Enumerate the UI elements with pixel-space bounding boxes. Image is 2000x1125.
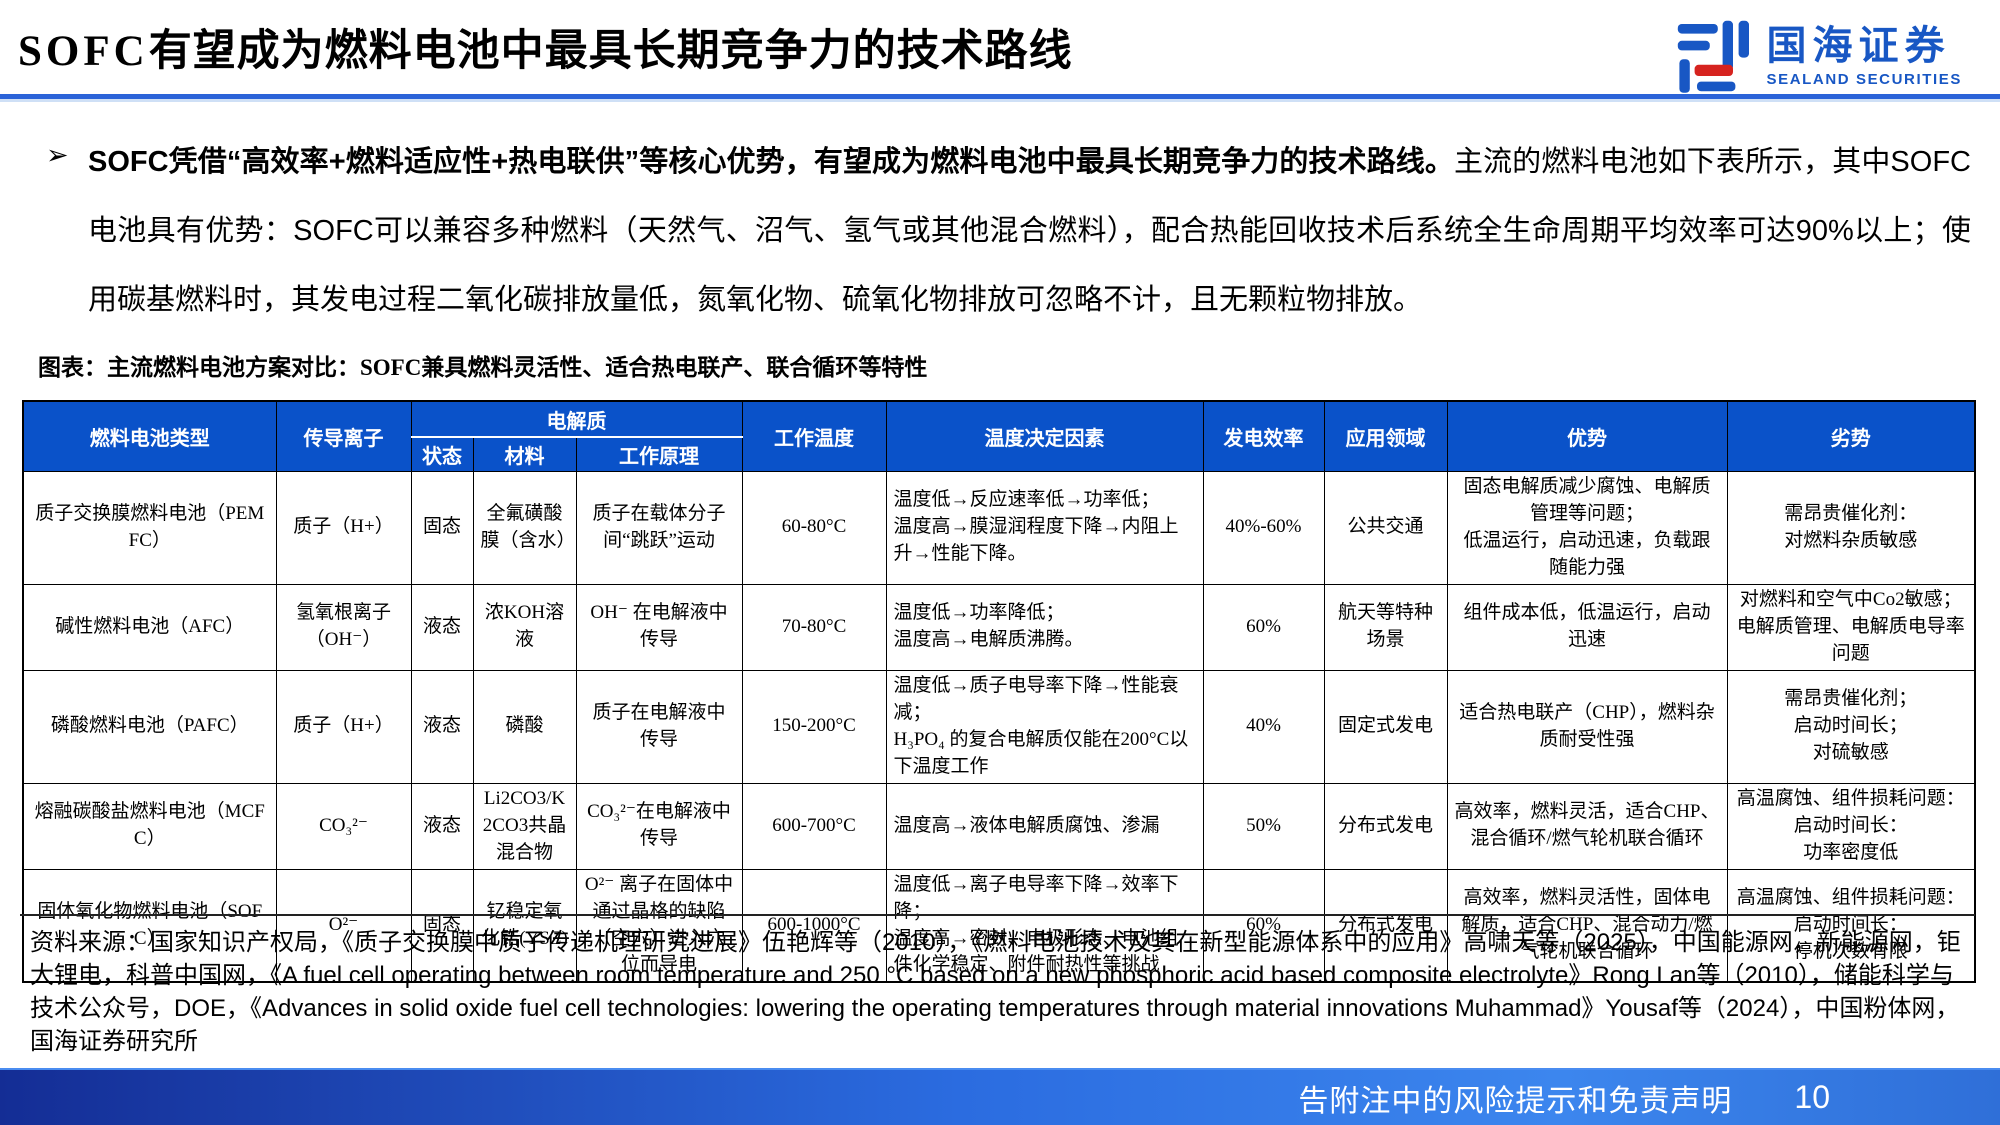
table-cell: 磷酸	[472, 669, 577, 784]
table-cell: 需昂贵催化剂； 启动时间长； 对硫敏感	[1726, 669, 1976, 784]
table-cell: 钇稳定氧化锆(YSZ)	[472, 868, 577, 983]
header-cell-material: 材料	[472, 436, 577, 472]
table-row: 碱性燃料电池（AFC） 氢氧根离子（OH⁻） 液态 浓KOH溶液 OH⁻ 在电解液中传导…	[22, 583, 1976, 671]
table-cell: 全氟磺酸膜（含水）	[472, 471, 577, 585]
table-row: 熔融碳酸盐燃料电池（MCFC） CO₃²⁻ 液态 Li2CO3/K2CO3共晶混合物 C…	[22, 782, 1976, 870]
table-cell: 温度低→功率降低； 温度高→电解质沸腾。	[885, 583, 1204, 671]
header-cell-temp-factor: 温度决定因素	[885, 400, 1204, 472]
table-cell: 固定式发电	[1323, 669, 1448, 784]
table-cell: CO₃²⁻	[275, 782, 412, 870]
header-cell-pros: 优势	[1446, 400, 1728, 472]
table-cell: 需昂贵催化剂： 对燃料杂质敏感	[1726, 471, 1976, 585]
table-cell: 组件成本低，低温运行，启动迅速	[1446, 583, 1728, 671]
footer-disclaimer: 告附注中的风险提示和免责声明	[1298, 1084, 1733, 1118]
header-cell-state: 状态	[410, 436, 474, 472]
bullet-arrow-icon: ➢	[46, 140, 69, 170]
table-cell: 温度低→质子电导率下降→性能衰减； H₃PO₄ 的复合电解质仅能在200°C以下…	[885, 669, 1204, 784]
table-cell: 液态	[410, 583, 474, 671]
table-cell: OH⁻ 在电解液中传导	[575, 583, 743, 671]
table-cell: Li2CO3/K2CO3共晶混合物	[472, 782, 577, 870]
fuel-cell-comparison-table: 燃料电池类型 传导离子 电解质 工作温度 温度决定因素 发电效率 应用领域 优势…	[22, 400, 1976, 984]
summary-bullet: ➢ SOFC凭借“高效率+燃料适应性+热电联供”等核心优势，有望成为燃料电池中最…	[46, 128, 1971, 335]
title-underline	[0, 94, 2000, 99]
table-cell: 40%-60%	[1202, 471, 1325, 585]
table-cell: 高效率，燃料灵活性，固体电解质，适合CHP、混合动力/燃气轮机联合循环	[1446, 868, 1728, 983]
summary-paragraph: SOFC凭借“高效率+燃料适应性+热电联供”等核心优势，有望成为燃料电池中最具长…	[88, 128, 1971, 335]
footer-bar: 告附注中的风险提示和免责声明 10	[0, 1068, 2000, 1125]
table-cell: 质子交换膜燃料电池（PEMFC）	[22, 471, 277, 585]
table-cell: 质子（H+）	[275, 669, 412, 784]
table-cell: 150-200°C	[741, 669, 887, 784]
table-cell: 50%	[1202, 782, 1325, 870]
table-cell: O²⁻ 离子在固体中通过晶格的缺陷（空穴）进入穴位而导电	[575, 868, 743, 983]
header-cell-electrolyte-group: 电解质	[410, 400, 743, 438]
summary-bold-text: SOFC凭借“高效率+燃料适应性+热电联供”等核心优势，有望成为燃料电池中最具长…	[88, 146, 1454, 178]
table-cell: 70-80°C	[741, 583, 887, 671]
sealand-logo-icon	[1677, 20, 1749, 93]
table-cell: 液态	[410, 782, 474, 870]
figure-caption: 图表：主流燃料电池方案对比：SOFC兼具燃料灵活性、适合热电联产、联合循环等特性	[38, 355, 928, 380]
table-cell: 高效率，燃料灵活，适合CHP、混合循环/燃气轮机联合循环	[1446, 782, 1728, 870]
table-cell: 高温腐蚀、组件损耗问题： 启动时间长： 停机次数有限	[1726, 868, 1976, 983]
table-cell: 熔融碳酸盐燃料电池（MCFC）	[22, 782, 277, 870]
table-cell: 磷酸燃料电池（PAFC）	[22, 669, 277, 784]
table-cell: 质子在电解液中传导	[575, 669, 743, 784]
table-header: 燃料电池类型 传导离子 电解质 工作温度 温度决定因素 发电效率 应用领域 优势…	[22, 400, 1976, 472]
header-cell-type: 燃料电池类型	[22, 400, 277, 472]
table-row: 质子交换膜燃料电池（PEMFC） 质子（H+） 固态 全氟磺酸膜（含水） 质子在载体分子…	[22, 471, 1976, 585]
table-cell: 温度高→液体电解质腐蚀、渗漏	[885, 782, 1204, 870]
source-note: 资料来源：国家知识产权局，《质子交换膜中质子传递机理研究进展》伍艳辉等（2010…	[30, 929, 1961, 1055]
table-cell: 固态	[410, 471, 474, 585]
table-cell: 60%	[1202, 868, 1325, 983]
table-cell: 氢氧根离子（OH⁻）	[275, 583, 412, 671]
summary-regular-text: 主流的燃料电池如下表所示，其中SOFC电池具有优势：SOFC可以兼容多种燃料（天…	[88, 146, 1971, 316]
table-cell: 固态电解质减少腐蚀、电解质管理等问题； 低温运行，启动迅速，负载跟随能力强	[1446, 471, 1728, 585]
table-cell: 40%	[1202, 669, 1325, 784]
title-underline-light	[0, 99, 2000, 102]
table-cell: 60-80°C	[741, 471, 887, 585]
page-number: 10	[1794, 1079, 1830, 1115]
logo-text: 国海证券 SEALAND SECURITIES	[1767, 26, 1963, 87]
table-cell: 固体氧化物燃料电池（SOFC）	[22, 868, 277, 983]
table-cell: 公共交通	[1323, 471, 1448, 585]
table-cell: 分布式发电	[1323, 782, 1448, 870]
table-row: 磷酸燃料电池（PAFC） 质子（H+） 液态 磷酸 质子在电解液中传导 150-200°C…	[22, 669, 1976, 784]
table-cell: 对燃料和空气中Co2敏感； 电解质管理、电解质电导率问题	[1726, 583, 1976, 671]
table-cell: 液态	[410, 669, 474, 784]
header-cell-ion: 传导离子	[275, 400, 412, 472]
table-cell: 温度低→离子电导率下降→效率下降； 温度高→密封、电极形态、电池组件化学稳定、附…	[885, 868, 1204, 983]
page-title: SOFC有望成为燃料电池中最具长期竞争力的技术路线	[18, 16, 1073, 78]
header-cell-cons: 劣势	[1726, 400, 1976, 472]
table-cell: 适合热电联产（CHP），燃料杂质耐受性强	[1446, 669, 1728, 784]
header-cell-temperature: 工作温度	[741, 400, 887, 472]
table-cell: 质子在载体分子间“跳跃”运动	[575, 471, 743, 585]
table-row: 固体氧化物燃料电池（SOFC） O²⁻ 固态 钇稳定氧化锆(YSZ) O²⁻ 离子在固体…	[22, 868, 1976, 983]
table-cell: 碱性燃料电池（AFC）	[22, 583, 277, 671]
table-cell: 60%	[1202, 583, 1325, 671]
sealand-logo: 国海证券 SEALAND SECURITIES	[1673, 16, 1963, 96]
table-cell: 分布式发电	[1323, 868, 1448, 983]
table-cell: 质子（H+）	[275, 471, 412, 585]
table-cell: 600-700°C	[741, 782, 887, 870]
logo-name-en: SEALAND SECURITIES	[1766, 70, 1962, 88]
logo-name-cn: 国海证券	[1766, 23, 1951, 68]
header-cell-efficiency: 发电效率	[1202, 400, 1325, 472]
table-cell: 高温腐蚀、组件损耗问题： 启动时间长： 功率密度低	[1726, 782, 1976, 870]
table-cell: 航天等特种场景	[1323, 583, 1448, 671]
page-title-main: 有望成为燃料电池中最具长期竞争力的技术路线	[148, 27, 1073, 75]
section-divider	[20, 914, 1975, 916]
comparison-table-wrapper: 燃料电池类型 传导离子 电解质 工作温度 温度决定因素 发电效率 应用领域 优势…	[22, 400, 1976, 984]
table-cell: 浓KOH溶液	[472, 583, 577, 671]
table-cell: 固态	[410, 868, 474, 983]
table-cell: 600-1000°C	[741, 868, 887, 983]
header-cell-principle: 工作原理	[575, 436, 743, 472]
page-title-latin: SOFC	[18, 28, 149, 75]
header-cell-application: 应用领域	[1323, 400, 1448, 472]
table-cell: 温度低→反应速率低→功率低； 温度高→膜湿润程度下降→内阻上升→性能下降。	[885, 471, 1204, 585]
table-cell: CO₃²⁻在电解液中传导	[575, 782, 743, 870]
table-body: 质子交换膜燃料电池（PEMFC） 质子（H+） 固态 全氟磺酸膜（含水） 质子在载体分子…	[22, 471, 1976, 983]
